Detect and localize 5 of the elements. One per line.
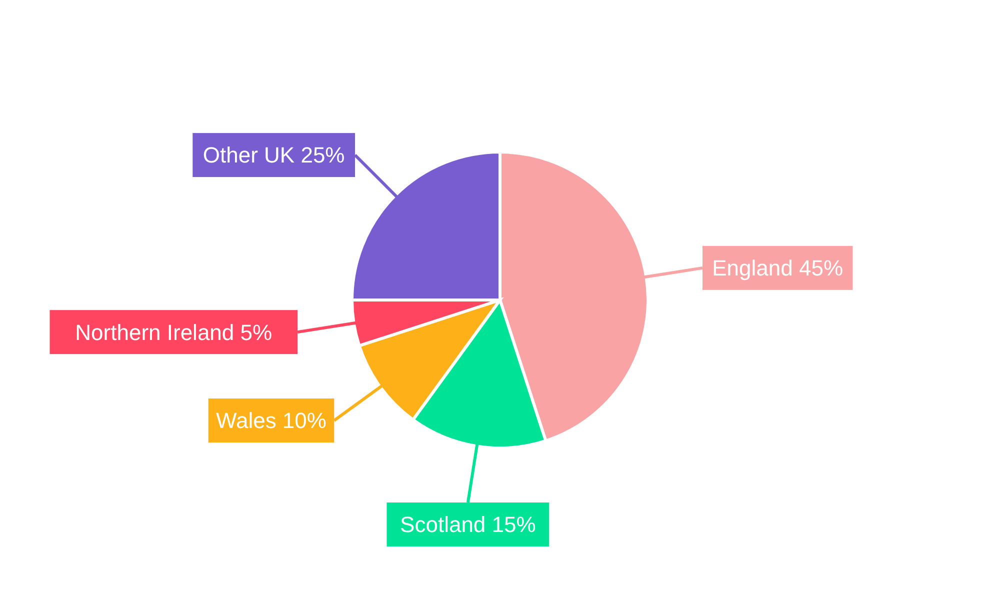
slice-label: Other UK 25%	[202, 142, 345, 168]
slice-label: Scotland 15%	[400, 512, 536, 538]
slice-label: Wales 10%	[216, 408, 326, 434]
slice-label: England 45%	[712, 256, 844, 281]
slice-label: Northern Ireland 5%	[75, 320, 272, 345]
